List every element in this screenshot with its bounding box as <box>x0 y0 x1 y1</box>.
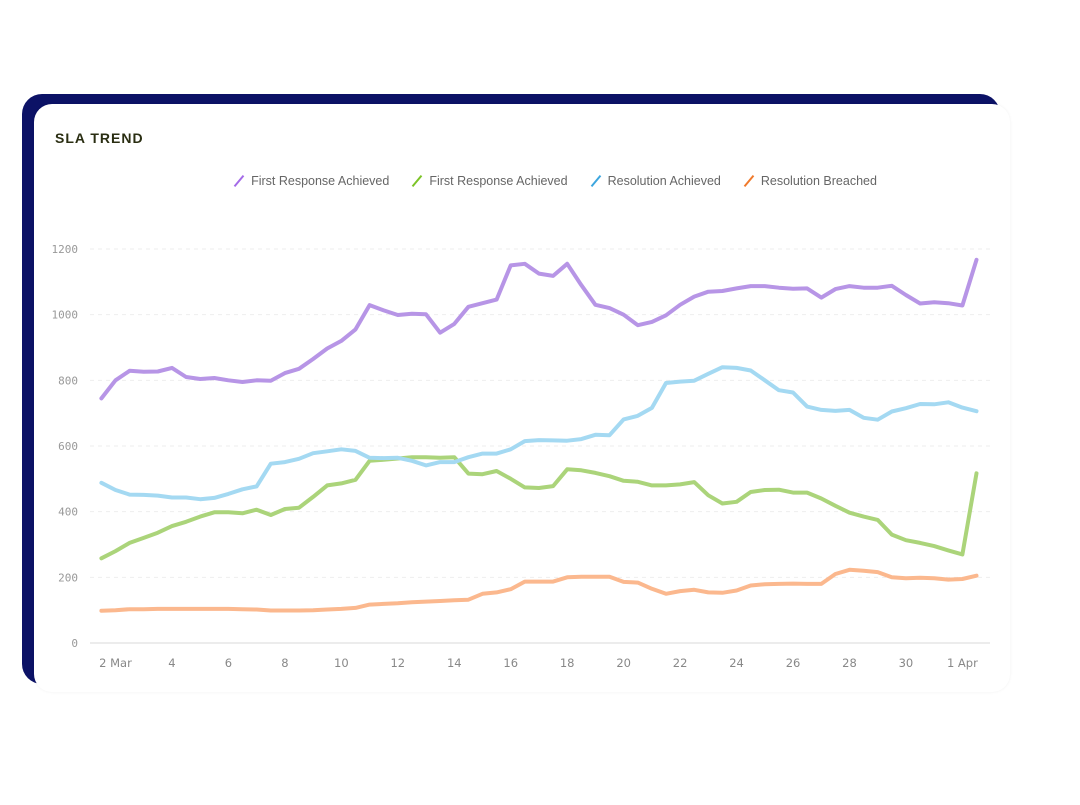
series-line-2 <box>99 365 979 502</box>
x-tick-label: 4 <box>168 656 175 670</box>
legend-item-first-response-2[interactable]: First Response Achieved <box>411 174 567 188</box>
legend-label: Resolution Achieved <box>607 174 721 188</box>
chart-legend: First Response Achieved First Response A… <box>0 174 1080 188</box>
legend-label: First Response Achieved <box>429 174 568 188</box>
legend-label: Resolution Breached <box>760 174 877 188</box>
legend-label: First Response Achieved <box>251 174 390 188</box>
y-tick-label: 200 <box>58 571 78 584</box>
x-tick-label: 6 <box>225 656 232 670</box>
x-tick-label: 20 <box>616 656 631 670</box>
series-line-1 <box>99 455 979 561</box>
card-title: SLA TREND <box>55 130 144 146</box>
series-line-0 <box>99 257 979 401</box>
legend-item-resolution-breached[interactable]: Resolution Breached <box>743 174 877 188</box>
legend-item-resolution-achieved[interactable]: Resolution Achieved <box>590 174 721 188</box>
x-tick-label: 1 Apr <box>947 656 978 670</box>
x-tick-label: 14 <box>447 656 462 670</box>
legend-item-first-response-1[interactable]: First Response Achieved <box>233 174 389 188</box>
x-tick-label: 18 <box>560 656 575 670</box>
y-tick-label: 600 <box>58 440 78 453</box>
x-tick-label: 8 <box>281 656 288 670</box>
sla-trend-card <box>34 104 1010 692</box>
x-tick-label: 24 <box>729 656 744 670</box>
series-line-3 <box>99 567 979 613</box>
x-tick-label: 22 <box>673 656 688 670</box>
y-tick-label: 800 <box>58 374 78 387</box>
y-tick-label: 400 <box>58 506 78 519</box>
x-tick-label: 12 <box>390 656 405 670</box>
x-tick-label: 2 Mar <box>99 656 132 670</box>
x-tick-label: 10 <box>334 656 349 670</box>
x-tick-label: 30 <box>899 656 914 670</box>
y-tick-label: 1000 <box>52 309 79 322</box>
y-tick-label: 1200 <box>52 243 79 256</box>
x-tick-label: 16 <box>503 656 518 670</box>
x-tick-label: 28 <box>842 656 857 670</box>
y-tick-label: 0 <box>71 637 78 650</box>
x-tick-label: 26 <box>786 656 801 670</box>
